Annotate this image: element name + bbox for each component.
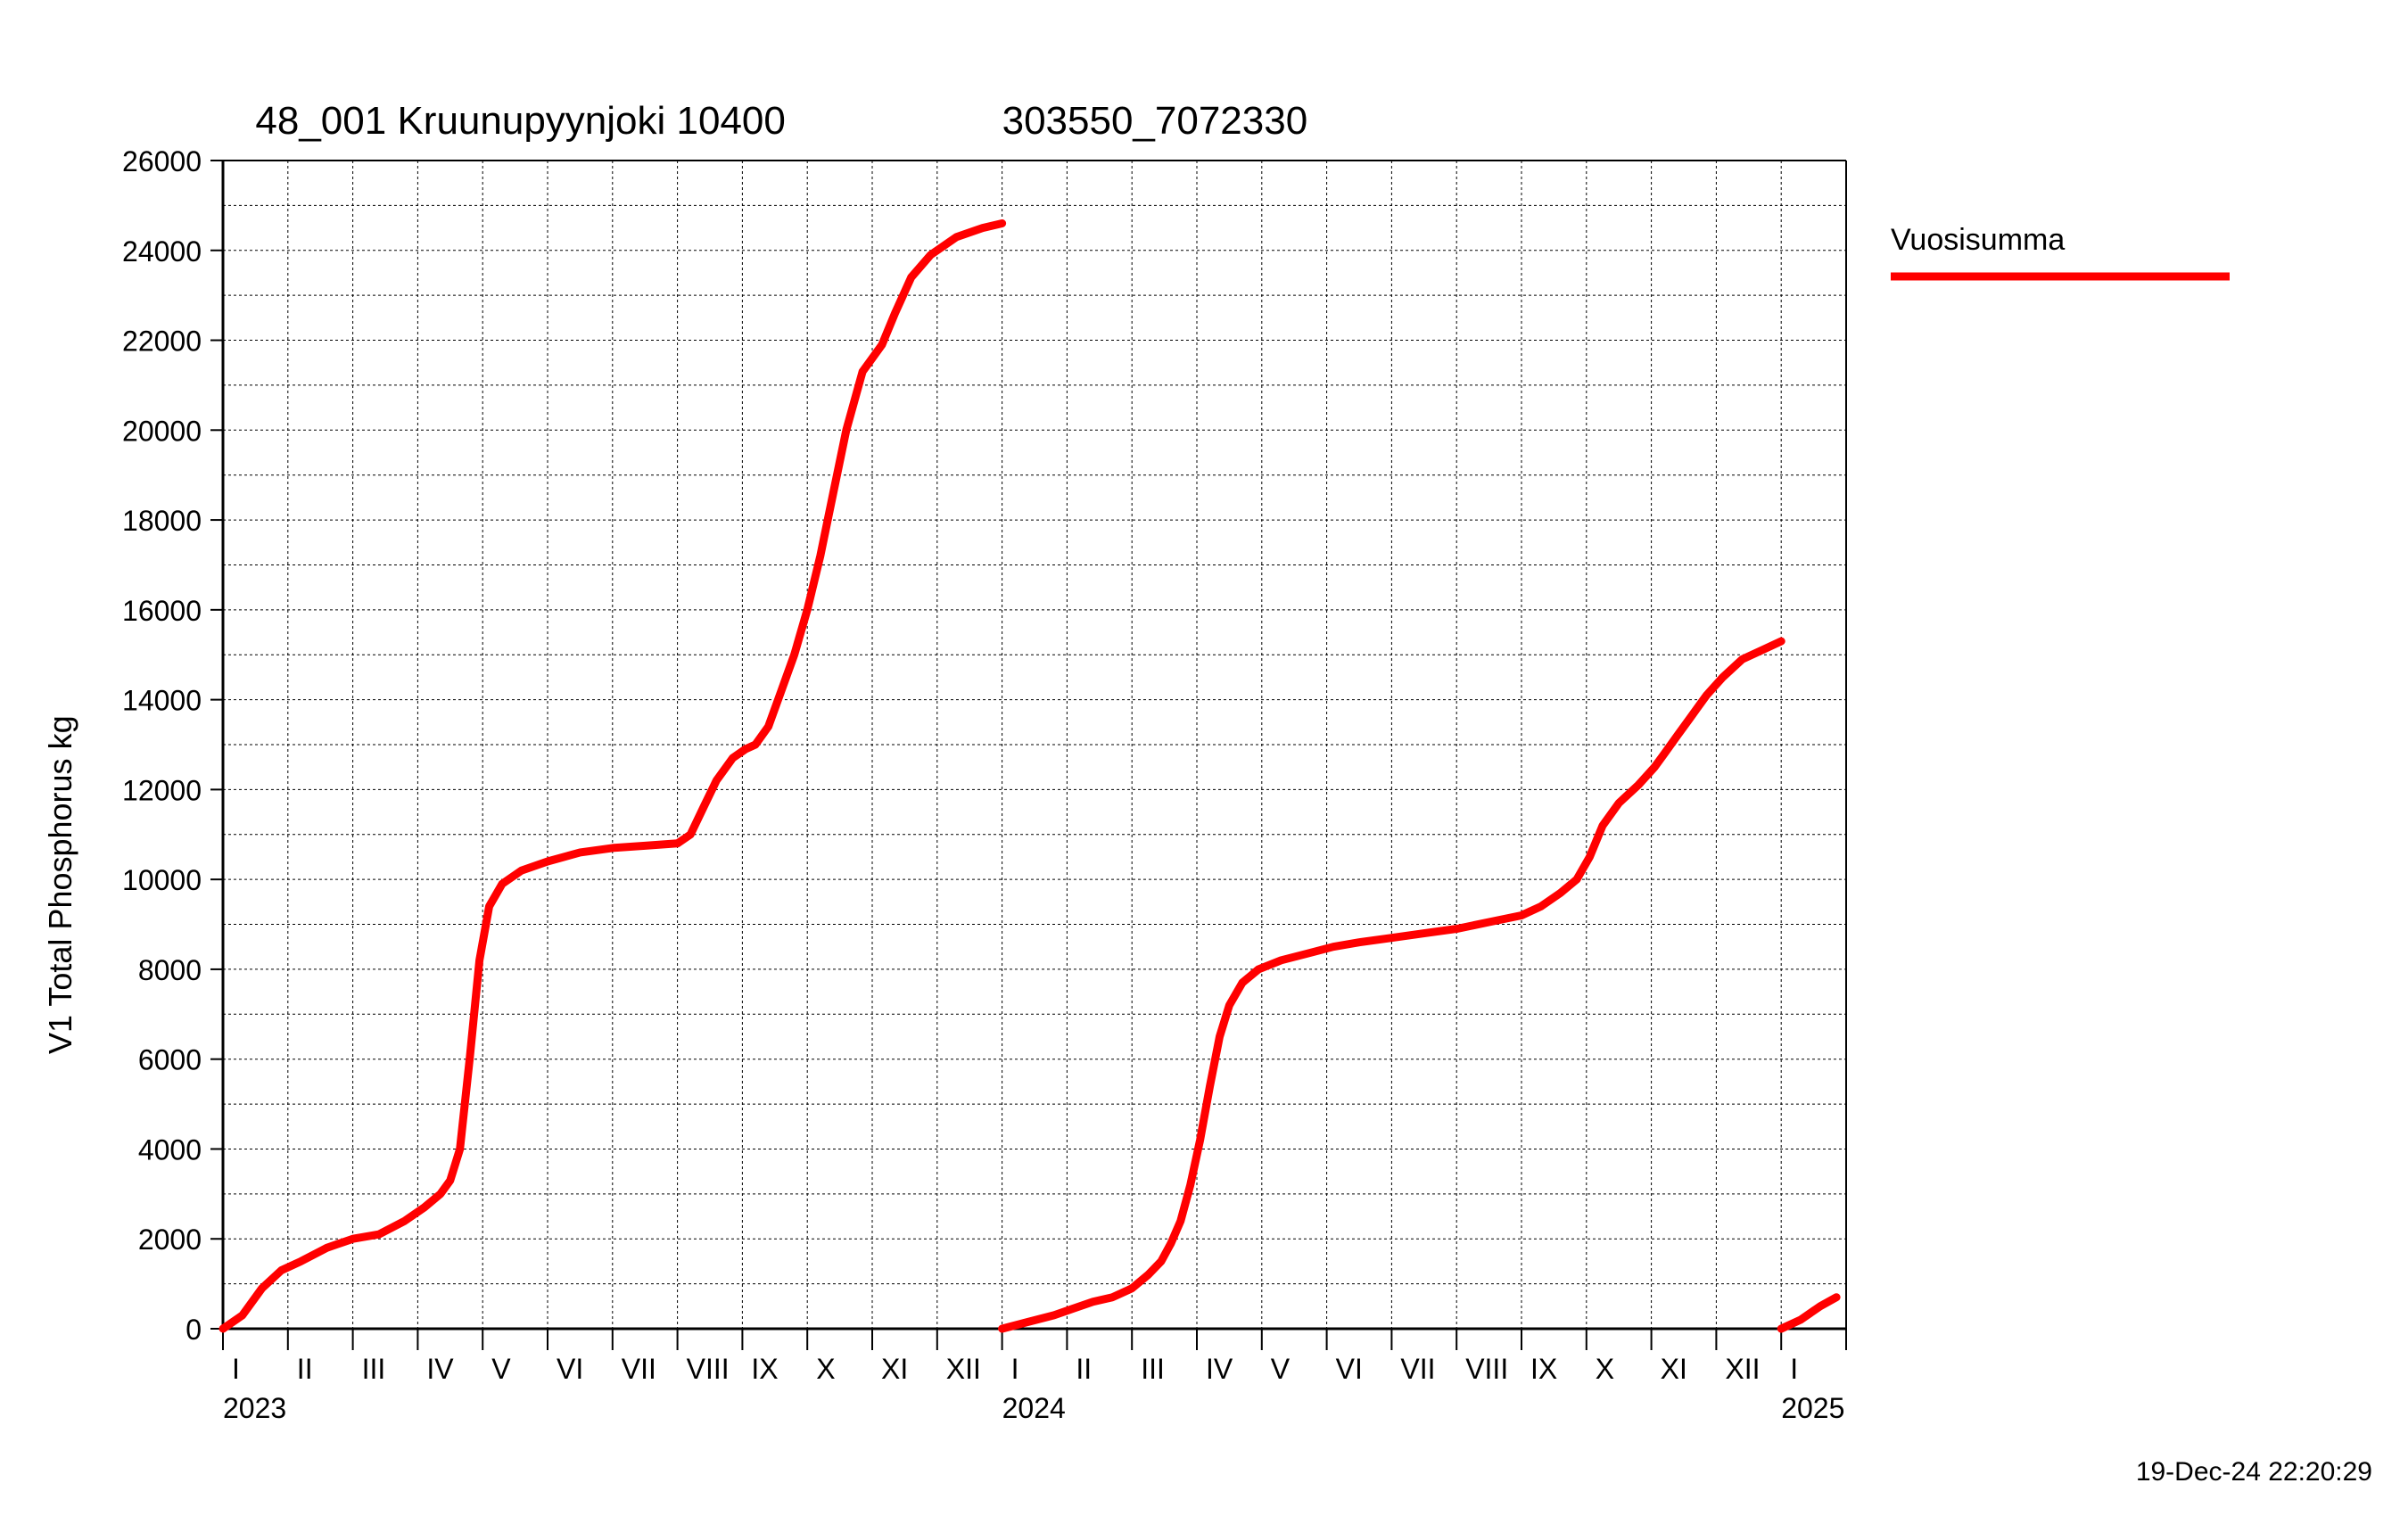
y-tick-label: 14000 — [122, 685, 202, 717]
x-month-label: X — [816, 1353, 835, 1385]
x-month-label: XII — [1725, 1353, 1760, 1385]
x-month-label: IV — [426, 1353, 454, 1385]
chart-title-right: 303550_7072330 — [1002, 99, 1308, 143]
y-tick-label: 16000 — [122, 595, 202, 627]
chart-svg: 0 2000 4000 6000 8000 10000 12000 14000 16000 180… — [0, 0, 2408, 1516]
x-month-label: VI — [1336, 1353, 1363, 1385]
x-month-label: IX — [1530, 1353, 1557, 1385]
legend-label: Vuosisumma — [1891, 223, 2065, 257]
y-tick-label: 20000 — [122, 415, 202, 447]
y-tick-label: 4000 — [138, 1133, 202, 1166]
x-month-label: VIII — [1465, 1353, 1508, 1385]
x-month-label: III — [362, 1353, 386, 1385]
y-tick-label: 10000 — [122, 864, 202, 896]
x-month-label: X — [1596, 1353, 1614, 1385]
x-year-label: 2025 — [1781, 1392, 1844, 1424]
x-month-label: II — [1076, 1353, 1092, 1385]
x-month-label: XI — [881, 1353, 908, 1385]
x-month-label: VIII — [687, 1353, 730, 1385]
x-month-label: VII — [622, 1353, 656, 1385]
x-year-label: 2023 — [223, 1392, 286, 1424]
x-month-label: IX — [751, 1353, 778, 1385]
timestamp: 19-Dec-24 22:20:29 — [2136, 1457, 2372, 1487]
x-month-label: V — [491, 1353, 511, 1385]
x-month-label: V — [1271, 1353, 1291, 1385]
chart-title-left: 48_001 Kruunupyynjoki 10400 — [255, 99, 785, 143]
x-month-label: XI — [1661, 1353, 1687, 1385]
x-month-label: VI — [557, 1353, 583, 1385]
y-axis-title: V1 Total Phosphorus kg — [42, 715, 78, 1054]
x-year-label: 2024 — [1002, 1392, 1066, 1424]
y-tick-label: 12000 — [122, 774, 202, 806]
x-month-label: VII — [1400, 1353, 1435, 1385]
y-tick-label: 24000 — [122, 235, 202, 268]
y-tick-label: 8000 — [138, 954, 202, 986]
y-tick-label: 6000 — [138, 1044, 202, 1076]
x-month-label: IV — [1206, 1353, 1233, 1385]
x-month-label: I — [232, 1353, 240, 1385]
x-month-label: I — [1790, 1353, 1798, 1385]
y-tick-label: 18000 — [122, 505, 202, 537]
x-month-label: II — [297, 1353, 313, 1385]
y-tick-label: 0 — [186, 1314, 202, 1346]
chart-container: 0 2000 4000 6000 8000 10000 12000 14000 16000 180… — [0, 0, 2408, 1516]
y-tick-label: 22000 — [122, 325, 202, 358]
y-tick-label: 2000 — [138, 1224, 202, 1256]
x-month-label: III — [1141, 1353, 1165, 1385]
y-tick-label: 26000 — [122, 145, 202, 177]
x-month-label: XII — [946, 1353, 981, 1385]
x-month-label: I — [1011, 1353, 1019, 1385]
